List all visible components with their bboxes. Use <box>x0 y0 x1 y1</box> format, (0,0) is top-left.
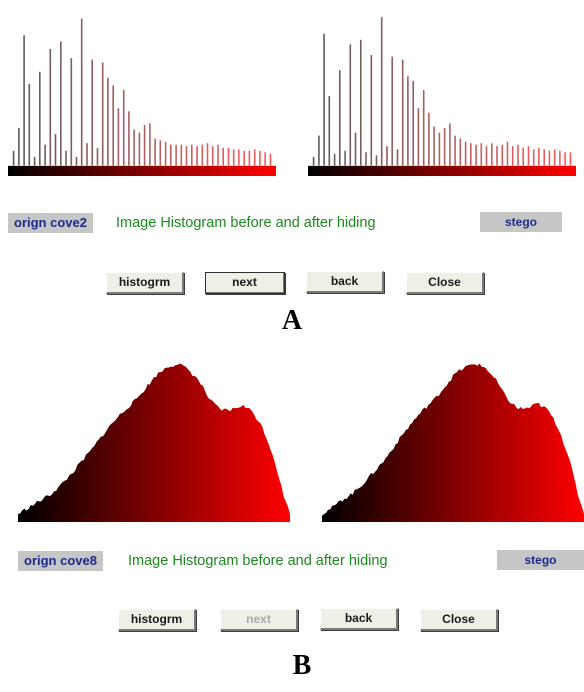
back-button[interactable]: back <box>306 271 384 293</box>
histogram-b-original <box>18 363 290 522</box>
intensity-scale-strip <box>308 166 576 176</box>
close-button[interactable]: Close <box>406 272 484 294</box>
histogram-button[interactable]: histogrm <box>118 609 196 631</box>
close-button[interactable]: Close <box>420 609 498 631</box>
stego-label: stego <box>480 212 562 232</box>
intensity-scale-strip <box>8 166 276 176</box>
histogram-b-stego <box>322 363 584 522</box>
histogram-a-stego <box>308 17 576 176</box>
original-cover-label: orign cove8 <box>18 551 103 571</box>
back-button[interactable]: back <box>320 608 398 630</box>
histogram-area <box>322 363 584 522</box>
figure-caption-b: B <box>292 650 312 681</box>
original-cover-label: orign cove2 <box>8 213 93 233</box>
histogram-a-original <box>8 18 276 176</box>
stego-label: stego <box>497 550 584 570</box>
next-button[interactable]: next <box>220 609 298 631</box>
histogram-button[interactable]: histogrm <box>106 272 184 294</box>
histogram-title: Image Histogram before and after hiding <box>128 553 388 569</box>
figure-caption-a: A <box>281 305 303 336</box>
next-button[interactable]: next <box>205 272 285 294</box>
histogram-area <box>18 363 290 522</box>
histogram-title: Image Histogram before and after hiding <box>116 215 376 231</box>
